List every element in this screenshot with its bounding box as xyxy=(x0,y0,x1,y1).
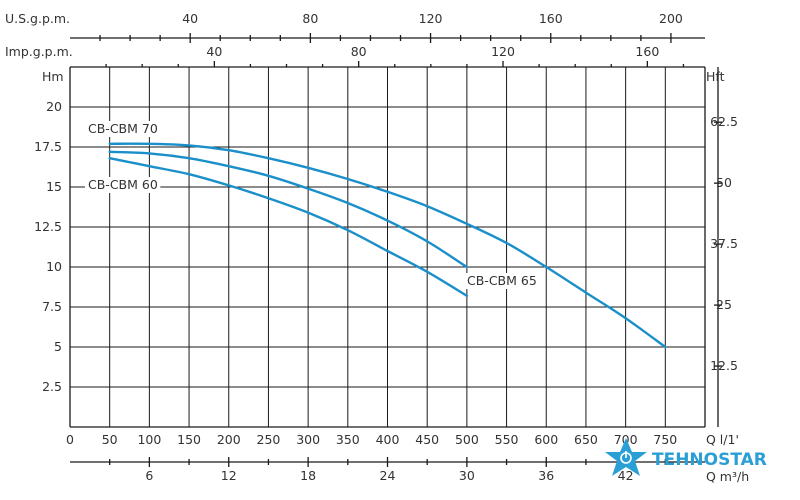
right-tick-label: 12.5 xyxy=(710,358,738,373)
x-tick-label: 400 xyxy=(376,432,400,447)
series-label-bg xyxy=(464,273,540,289)
chart-grid xyxy=(69,66,706,427)
x-tick-label: 450 xyxy=(415,432,439,447)
y-tick-label: 15 xyxy=(46,179,62,194)
x-tick-label: 600 xyxy=(534,432,558,447)
usgpm-tick-label: 120 xyxy=(419,11,443,26)
m3h-tick-label: 42 xyxy=(618,468,634,483)
right-tick-label: 50 xyxy=(716,175,732,190)
right-tick-label: 37.5 xyxy=(710,236,738,251)
series-label-bg xyxy=(85,121,161,137)
x-tick-label: 250 xyxy=(257,432,281,447)
series-label-cb-cbm-65: CB-CBM 65 xyxy=(467,273,537,288)
x-tick-label: 550 xyxy=(495,432,519,447)
series-labels: CB-CBM 70 CB-CBM 65 CB-CBM 60 xyxy=(85,121,540,289)
x-tick-label: 100 xyxy=(137,432,161,447)
x-tick-label: 350 xyxy=(336,432,360,447)
x-axis-label: Q l/1' xyxy=(706,432,739,447)
usgpm-tick-label: 40 xyxy=(182,11,198,26)
series-label-cb-cbm-70: CB-CBM 70 xyxy=(88,121,158,136)
curve-cb-cbm-60 xyxy=(108,157,469,297)
x-tick-label: 0 xyxy=(66,432,74,447)
impgpm-tick-label: 80 xyxy=(351,44,367,59)
usgpm-tick-label: 200 xyxy=(659,11,683,26)
chart-axes xyxy=(69,33,722,467)
m3h-tick-label: 18 xyxy=(300,468,316,483)
right-tick-label: 62.5 xyxy=(710,114,738,129)
tehnostar-logo: TEHNOSTAR xyxy=(605,438,767,476)
y-tick-label: 12.5 xyxy=(34,219,62,234)
y-tick-label: 5 xyxy=(54,339,62,354)
series-label-cb-cbm-60: CB-CBM 60 xyxy=(88,177,158,192)
right-axis-label: Hft xyxy=(706,69,725,84)
series-label-bg xyxy=(85,177,161,193)
impgpm-tick-label: 160 xyxy=(635,44,659,59)
impgpm-tick-label: 40 xyxy=(206,44,222,59)
x-tick-label: 750 xyxy=(653,432,677,447)
y-tick-label: 2.5 xyxy=(42,379,62,394)
y-axis-label: Hm xyxy=(42,69,64,84)
y-tick-label: 17.5 xyxy=(34,139,62,154)
x-tick-label: 500 xyxy=(455,432,479,447)
curve-cb-cbm-65 xyxy=(108,150,469,269)
m3h-tick-label: 6 xyxy=(145,468,153,483)
m3h-tick-label: 36 xyxy=(538,468,554,483)
m3h-tick-label: 30 xyxy=(459,468,475,483)
tick-labels: 0 50 100 150 200 250 300 350 400 450 500 550 600 650 7… xyxy=(34,11,738,483)
bottom-axis-m3h-label: Q m³/h xyxy=(706,469,749,484)
top-axis-impgpm-label: Imp.g.p.m. xyxy=(5,44,73,59)
series-curves xyxy=(108,142,667,349)
x-tick-label: 50 xyxy=(102,432,118,447)
m3h-tick-label: 12 xyxy=(221,468,237,483)
impgpm-tick-label: 120 xyxy=(491,44,515,59)
y-tick-label: 10 xyxy=(46,259,62,274)
x-tick-label: 300 xyxy=(296,432,320,447)
curve-cb-cbm-70 xyxy=(108,142,667,349)
right-tick-label: 25 xyxy=(716,297,732,312)
x-tick-label: 200 xyxy=(217,432,241,447)
y-tick-label: 20 xyxy=(46,99,62,114)
x-tick-label: 150 xyxy=(177,432,201,447)
m3h-tick-label: 24 xyxy=(380,468,396,483)
usgpm-tick-label: 80 xyxy=(302,11,318,26)
top-axis-usgpm-label: U.S.g.p.m. xyxy=(5,11,70,26)
x-tick-label: 650 xyxy=(574,432,598,447)
y-tick-label: 7.5 xyxy=(42,299,62,314)
axis-names: U.S.g.p.m. Imp.g.p.m. Hm Hft Q l/1' Q m³… xyxy=(5,11,749,484)
logo-text: TEHNOSTAR xyxy=(652,450,767,470)
usgpm-tick-label: 160 xyxy=(539,11,563,26)
